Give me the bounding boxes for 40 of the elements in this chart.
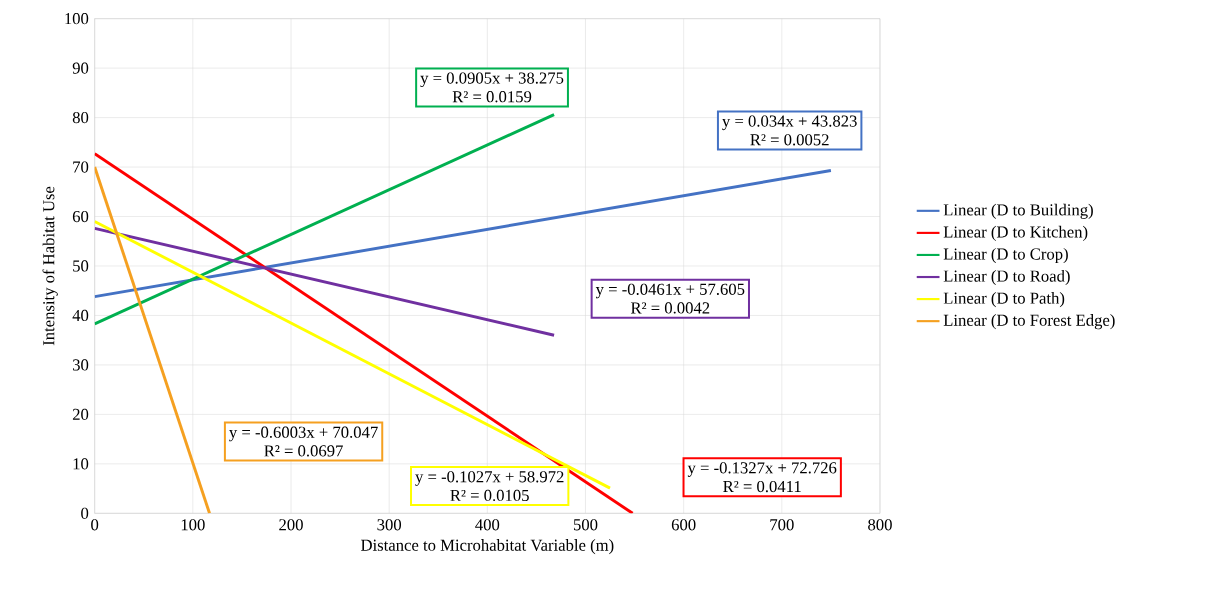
annotation: y = 0.0905x + 38.275 <box>420 72 564 88</box>
y-tick-label: 30 <box>72 359 89 371</box>
y-tick-label: 0 <box>81 507 89 519</box>
y-tick-label: 70 <box>73 161 89 173</box>
legend-label: Linear (D to Road) <box>943 269 1070 286</box>
y-tick-label: 90 <box>72 62 89 74</box>
y-tick-label: 100 <box>65 13 89 25</box>
annotation: y = -0.1327x + 72.726 <box>687 462 837 477</box>
x-tick-label: 700 <box>770 519 794 531</box>
legend-label: Linear (D to Crop) <box>943 247 1068 264</box>
annotation: R² = 0.0697 <box>264 445 343 457</box>
y-axis-title: Intensity of Habitat Use <box>42 186 58 346</box>
x-tick-label: 500 <box>573 519 598 531</box>
x-axis-title: Distance to Microhabitat Variable (m) <box>361 539 614 555</box>
legend-label: Linear (D to Building) <box>943 203 1093 219</box>
legend-label: Linear (D to Path) <box>943 292 1065 308</box>
annotation: y = -0.0461x + 57.605 <box>595 283 745 299</box>
annotation: R² = 0.0159 <box>452 91 532 103</box>
y-tick-label: 60 <box>72 210 89 223</box>
x-tick-label: 600 <box>671 519 696 531</box>
x-tick-label: 200 <box>279 519 303 531</box>
y-tick-label: 20 <box>72 408 89 421</box>
y-tick-label: 40 <box>72 309 89 322</box>
annotation: y = 0.034x + 43.823 <box>722 115 857 131</box>
annotation: R² = 0.0052 <box>750 134 829 146</box>
x-tick-label: 100 <box>181 519 205 531</box>
y-tick-label: 10 <box>73 458 89 470</box>
y-tick-label: 50 <box>73 260 89 272</box>
x-tick-label: 400 <box>475 519 500 531</box>
annotation: R² = 0.0105 <box>450 489 529 502</box>
x-tick-label: 800 <box>868 519 892 531</box>
legend-label: Linear (D to Forest Edge) <box>943 314 1115 330</box>
annotation: y = -0.6003x + 70.047 <box>229 426 378 442</box>
annotation: y = -0.1027x + 58.972 <box>415 471 564 486</box>
x-tick-label: 300 <box>377 519 402 531</box>
annotation: R² = 0.0411 <box>723 480 801 493</box>
x-tick-label: 0 <box>91 519 99 531</box>
annotation: R² = 0.0042 <box>630 302 710 314</box>
legend-label: Linear (D to Kitchen) <box>943 225 1088 241</box>
y-tick-label: 80 <box>72 111 89 124</box>
